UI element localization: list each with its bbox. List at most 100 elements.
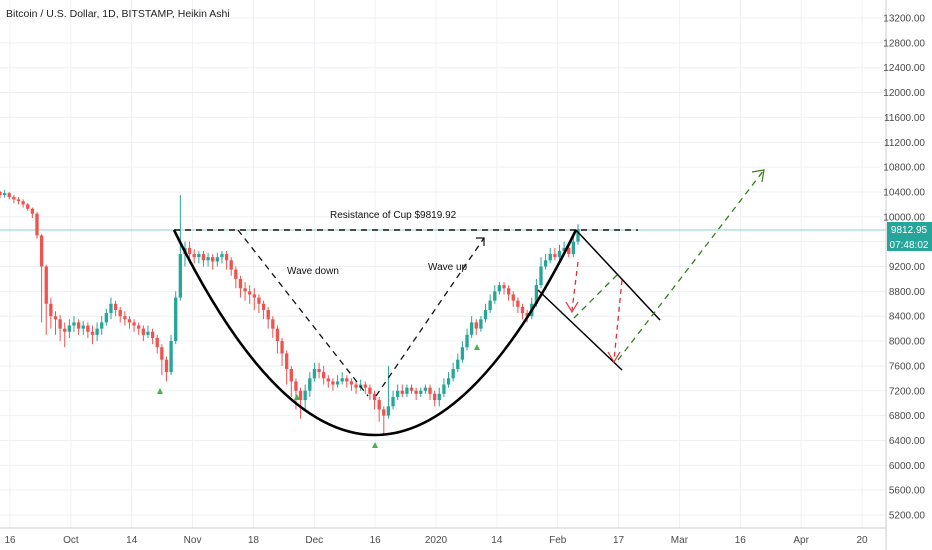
candle-body[interactable] xyxy=(220,254,224,258)
candle-body[interactable] xyxy=(562,247,566,251)
candle-body[interactable] xyxy=(164,359,169,373)
candle-body[interactable] xyxy=(372,393,377,401)
candle-body[interactable] xyxy=(493,291,497,301)
candle-body[interactable] xyxy=(206,257,210,261)
time-axis[interactable]: 16 Oct 14 Nov 18 Dec 16 2020 14 Feb 17 Mar 16 Apr 20 xyxy=(4,535,868,546)
candle-body[interactable] xyxy=(451,369,455,379)
candle-body[interactable] xyxy=(386,406,391,416)
candle-body[interactable] xyxy=(483,309,488,320)
projection-up-green-2[interactable] xyxy=(617,169,765,361)
candle-body[interactable] xyxy=(557,250,562,258)
candle-body[interactable] xyxy=(548,254,552,261)
candle-body[interactable] xyxy=(363,384,367,388)
candle-body[interactable] xyxy=(409,387,414,391)
candle-body[interactable] xyxy=(30,208,35,214)
candle-body[interactable] xyxy=(76,322,81,329)
channel-upper-line[interactable] xyxy=(575,229,661,321)
candle-body[interactable] xyxy=(474,322,478,329)
candle-body[interactable] xyxy=(395,390,400,397)
candle-body[interactable] xyxy=(146,331,150,335)
candle-body[interactable] xyxy=(469,322,474,335)
candle-body[interactable] xyxy=(2,193,7,196)
candle-body[interactable] xyxy=(127,319,132,323)
candle-body[interactable] xyxy=(123,316,127,320)
candle-body[interactable] xyxy=(525,313,529,317)
candle-body[interactable] xyxy=(437,393,441,401)
candle-body[interactable] xyxy=(497,285,502,292)
candle-body[interactable] xyxy=(419,390,423,394)
candle-body[interactable] xyxy=(58,319,62,329)
candle-body[interactable] xyxy=(90,331,95,335)
candle-body[interactable] xyxy=(520,306,525,314)
candle-body[interactable] xyxy=(109,303,113,314)
candle-body[interactable] xyxy=(506,288,511,295)
candle-body[interactable] xyxy=(229,260,233,270)
candle-body[interactable] xyxy=(400,390,404,394)
candle-body[interactable] xyxy=(442,384,446,394)
candle-body[interactable] xyxy=(349,381,354,385)
candle-body[interactable] xyxy=(576,229,580,242)
candle-body[interactable] xyxy=(446,378,451,385)
candle-body[interactable] xyxy=(118,309,122,317)
candle-body[interactable] xyxy=(49,303,53,317)
candle-body[interactable] xyxy=(465,334,469,348)
candle-body[interactable] xyxy=(12,196,16,200)
candle-body[interactable] xyxy=(335,381,340,385)
candle-body[interactable] xyxy=(285,353,289,370)
candle-body[interactable] xyxy=(511,294,515,301)
candle-body[interactable] xyxy=(44,266,48,304)
candle-body[interactable] xyxy=(543,260,548,267)
candle-body[interactable] xyxy=(67,325,72,332)
candle-body[interactable] xyxy=(224,254,229,261)
candle-body[interactable] xyxy=(178,254,183,298)
candle-body[interactable] xyxy=(169,341,173,373)
candle-body[interactable] xyxy=(303,390,307,401)
candle-body[interactable] xyxy=(479,319,483,329)
candle-body[interactable] xyxy=(197,254,201,258)
drawings-layer[interactable] xyxy=(172,169,765,437)
candle-body[interactable] xyxy=(405,387,409,394)
candle-body[interactable] xyxy=(534,285,539,304)
candle-body[interactable] xyxy=(39,235,44,267)
candle-body[interactable] xyxy=(35,213,39,236)
candle-body[interactable] xyxy=(266,309,270,320)
candle-body[interactable] xyxy=(248,291,252,295)
candle-body[interactable] xyxy=(391,396,395,407)
candle-body[interactable] xyxy=(567,247,571,255)
candle-body[interactable] xyxy=(63,328,67,332)
candle-body[interactable] xyxy=(294,381,298,391)
candle-body[interactable] xyxy=(174,297,178,342)
candle-body[interactable] xyxy=(280,341,284,354)
candle-body[interactable] xyxy=(215,257,219,262)
projection-down-red-2[interactable] xyxy=(613,279,623,361)
candle-body[interactable] xyxy=(326,378,330,382)
candle-body[interactable] xyxy=(0,191,2,196)
candle-body[interactable] xyxy=(428,387,432,394)
candle-body[interactable] xyxy=(26,204,30,209)
candle-body[interactable] xyxy=(150,331,155,338)
candle-body[interactable] xyxy=(243,288,247,292)
candle-body[interactable] xyxy=(137,325,141,329)
cup-curve[interactable] xyxy=(172,229,578,437)
candle-body[interactable] xyxy=(86,325,90,332)
candle-body[interactable] xyxy=(72,322,76,326)
candle-body[interactable] xyxy=(516,300,520,307)
candle-body[interactable] xyxy=(53,316,58,320)
candle-body[interactable] xyxy=(377,400,381,410)
candle-body[interactable] xyxy=(460,347,465,360)
price-axis[interactable]: 13200.00 12800.00 12400.00 12000.00 11600.00… xyxy=(883,14,925,522)
candle-body[interactable] xyxy=(113,303,118,310)
candle-body[interactable] xyxy=(289,369,293,382)
wave-down-line[interactable] xyxy=(237,229,369,397)
candle-body[interactable] xyxy=(257,297,261,304)
candle-body[interactable] xyxy=(571,241,576,255)
candle-layer[interactable] xyxy=(0,190,580,435)
candle-body[interactable] xyxy=(340,378,344,382)
candle-body[interactable] xyxy=(456,359,460,370)
channel-lower-line[interactable] xyxy=(537,289,623,371)
wave-up-line[interactable] xyxy=(375,237,485,397)
candle-body[interactable] xyxy=(132,322,136,326)
candle-body[interactable] xyxy=(488,300,492,310)
candle-body[interactable] xyxy=(7,193,11,197)
candle-body[interactable] xyxy=(539,266,543,286)
